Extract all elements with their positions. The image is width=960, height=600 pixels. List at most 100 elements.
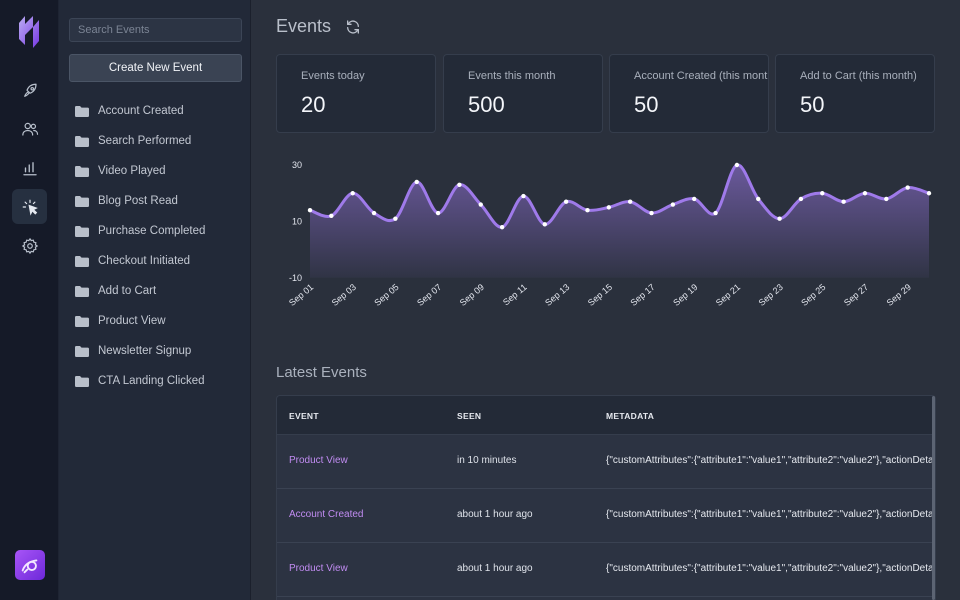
- chart-point[interactable]: [414, 179, 419, 185]
- event-list-item[interactable]: CTA Landing Clicked: [75, 366, 245, 396]
- event-list-label: Blog Post Read: [98, 195, 178, 207]
- event-list-item[interactable]: Add to Cart: [75, 276, 245, 306]
- event-list-label: Newsletter Signup: [98, 345, 192, 357]
- event-list-label: Checkout Initiated: [98, 255, 191, 267]
- stat-label: Events this month: [468, 70, 556, 82]
- chart-point[interactable]: [734, 162, 740, 168]
- event-name-link[interactable]: Product View: [289, 563, 348, 574]
- chart-point[interactable]: [777, 216, 782, 221]
- table-scrollbar[interactable]: [932, 396, 935, 600]
- cursor-click-icon[interactable]: [12, 189, 47, 224]
- event-list-item[interactable]: Blog Post Read: [75, 186, 245, 216]
- chart-point[interactable]: [926, 191, 932, 196]
- metadata-cell: {"customAttributes":{"attribute1":"value…: [606, 509, 936, 520]
- folder-icon: [75, 165, 89, 177]
- chart-point[interactable]: [884, 196, 889, 202]
- events-sidebar: Create New Event Account Created Search P…: [59, 0, 251, 600]
- event-list-item[interactable]: Newsletter Signup: [75, 336, 245, 366]
- metadata-cell: {"customAttributes":{"attribute1":"value…: [606, 563, 936, 574]
- table-row[interactable]: Account Created about 1 hour ago {"custo…: [277, 489, 936, 543]
- chart-point[interactable]: [371, 210, 377, 216]
- table-row[interactable]: Product View in 10 minutes {"customAttri…: [277, 435, 935, 489]
- x-tick-label: Sep 21: [714, 282, 742, 308]
- event-list-item[interactable]: Product View: [75, 306, 245, 336]
- create-new-event-button[interactable]: Create New Event: [69, 54, 242, 82]
- chart-point[interactable]: [457, 182, 462, 187]
- chart-point[interactable]: [329, 213, 334, 219]
- search-events-input[interactable]: [69, 18, 242, 42]
- event-name-link[interactable]: Account Created: [289, 509, 364, 520]
- chart-point[interactable]: [499, 224, 505, 230]
- chart-point[interactable]: [905, 185, 910, 190]
- chart-point[interactable]: [542, 222, 547, 227]
- logo[interactable]: [18, 15, 40, 49]
- refresh-icon[interactable]: [345, 19, 361, 35]
- chart-point[interactable]: [478, 202, 483, 207]
- app-avatar-icon[interactable]: [15, 550, 45, 580]
- chart-area-fill: [310, 164, 929, 278]
- gear-icon[interactable]: [12, 228, 47, 263]
- folder-icon: [75, 345, 89, 357]
- seen-cell: about 1 hour ago: [457, 563, 533, 574]
- table-header: EVENT SEEN METADATA: [277, 396, 935, 435]
- main-content: Events Events today 20 Events this month…: [252, 0, 960, 600]
- chart-point[interactable]: [820, 191, 825, 196]
- chart-point[interactable]: [649, 210, 654, 216]
- chart-point[interactable]: [798, 196, 804, 202]
- chart-point[interactable]: [862, 191, 868, 196]
- bar-chart-icon[interactable]: [12, 150, 47, 185]
- chart-point[interactable]: [585, 208, 590, 213]
- users-icon[interactable]: [12, 111, 47, 146]
- seen-cell: about 1 hour ago: [457, 509, 533, 520]
- event-list-item[interactable]: Search Performed: [75, 126, 245, 156]
- chart-point[interactable]: [756, 196, 761, 202]
- chart-point[interactable]: [606, 205, 612, 210]
- chart-point[interactable]: [435, 210, 441, 216]
- x-tick-label: Sep 27: [842, 282, 870, 308]
- x-tick-label: Sep 09: [458, 282, 486, 308]
- x-tick-label: Sep 17: [629, 282, 657, 308]
- chart-point[interactable]: [692, 196, 697, 202]
- stat-label: Events today: [301, 70, 365, 82]
- rocket-icon[interactable]: [12, 73, 47, 108]
- chart-point[interactable]: [521, 193, 526, 199]
- event-list-label: CTA Landing Clicked: [98, 375, 205, 387]
- folder-icon: [75, 195, 89, 207]
- event-list-label: Video Played: [98, 165, 166, 177]
- event-name-link[interactable]: Product View: [289, 455, 348, 466]
- event-list-label: Add to Cart: [98, 285, 157, 297]
- x-tick-label: Sep 13: [543, 282, 571, 308]
- page-title: Events: [276, 16, 332, 36]
- event-list-label: Purchase Completed: [98, 225, 206, 237]
- chart-point[interactable]: [670, 202, 676, 207]
- chart-point[interactable]: [713, 210, 718, 216]
- chart-point[interactable]: [627, 199, 633, 204]
- event-list-item[interactable]: Account Created: [75, 96, 245, 126]
- chart-point[interactable]: [350, 191, 355, 196]
- folder-icon: [75, 135, 89, 147]
- stat-value: 50: [800, 92, 825, 117]
- chart-point[interactable]: [307, 208, 313, 213]
- x-tick-label: Sep 07: [415, 282, 443, 308]
- chart-point[interactable]: [563, 199, 569, 204]
- x-tick-label: Sep 25: [799, 282, 827, 308]
- column-header-metadata: METADATA: [606, 411, 655, 421]
- x-tick-label: Sep 19: [671, 282, 699, 308]
- x-tick-label: Sep 23: [757, 282, 785, 308]
- stat-card-events-month: Events this month 500: [443, 54, 603, 133]
- event-list-item[interactable]: Checkout Initiated: [75, 246, 245, 276]
- folder-icon: [75, 255, 89, 267]
- y-tick-label: 30: [292, 160, 302, 170]
- folder-icon: [75, 315, 89, 327]
- chart-point[interactable]: [393, 216, 398, 221]
- folder-icon: [75, 225, 89, 237]
- x-tick-label: Sep 11: [501, 282, 529, 308]
- stat-label: Add to Cart (this month): [800, 70, 917, 82]
- chart-point[interactable]: [841, 199, 846, 204]
- folder-icon: [75, 105, 89, 117]
- event-list-item[interactable]: Video Played: [75, 156, 245, 186]
- stat-value: 20: [301, 92, 326, 117]
- event-list-item[interactable]: Purchase Completed: [75, 216, 245, 246]
- table-row[interactable]: Product View about 1 hour ago {"customAt…: [277, 543, 936, 597]
